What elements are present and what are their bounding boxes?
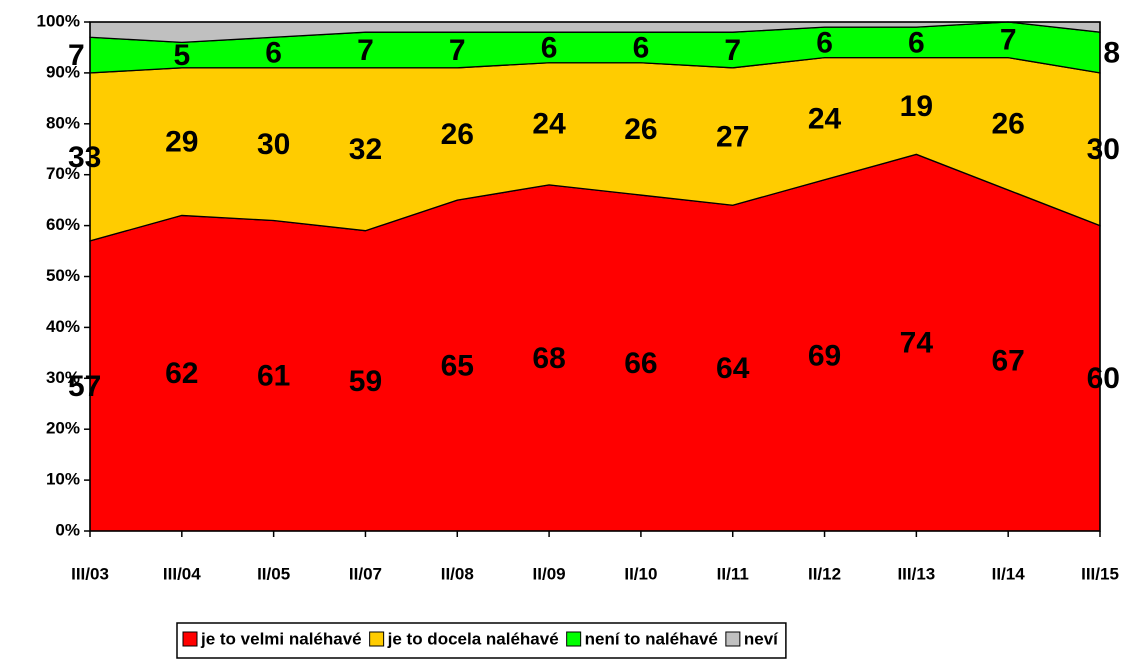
legend-label: je to docela naléhavé: [387, 629, 559, 648]
data-label: 24: [532, 108, 566, 141]
data-label: 24: [808, 103, 842, 136]
data-label: 32: [349, 133, 382, 166]
data-label: 65: [441, 349, 474, 382]
x-tick-label: III/15: [1081, 564, 1119, 583]
legend-label: není to naléhavé: [585, 629, 718, 648]
x-tick-label: III/04: [163, 564, 201, 583]
data-label: 6: [633, 31, 650, 64]
data-label: 26: [991, 108, 1024, 141]
data-label: 57: [68, 370, 101, 403]
data-label: 59: [349, 365, 382, 398]
x-tick-label: II/10: [624, 564, 657, 583]
legend-label: je to velmi naléhavé: [200, 629, 362, 648]
data-label: 66: [624, 347, 657, 380]
data-label: 60: [1087, 362, 1120, 395]
data-label: 30: [257, 128, 290, 161]
x-tick-label: II/12: [808, 564, 841, 583]
data-label: 67: [991, 344, 1024, 377]
legend-swatch: [369, 631, 385, 647]
data-label: 19: [900, 90, 933, 123]
data-label: 68: [532, 342, 565, 375]
y-tick-label: 30%: [46, 368, 80, 387]
data-label: 6: [265, 36, 282, 69]
x-tick-label: III/03: [71, 564, 109, 583]
x-tick-label: II/14: [992, 564, 1026, 583]
data-label: 6: [816, 26, 833, 59]
y-tick-label: 80%: [46, 113, 80, 132]
data-label: 7: [357, 34, 374, 67]
data-label: 7: [68, 39, 85, 72]
x-tick-label: III/13: [897, 564, 935, 583]
data-label: 7: [1000, 24, 1017, 57]
legend-swatch: [725, 631, 741, 647]
y-tick-label: 100%: [37, 11, 80, 30]
y-tick-label: 20%: [46, 419, 80, 438]
x-tick-label: II/07: [349, 564, 382, 583]
data-label: 61: [257, 360, 290, 393]
data-label: 29: [165, 126, 198, 159]
data-label: 74: [900, 327, 934, 360]
data-label: 30: [1087, 133, 1120, 166]
x-tick-label: II/08: [441, 564, 474, 583]
data-label: 69: [808, 339, 841, 372]
legend-swatch: [566, 631, 582, 647]
data-label: 6: [908, 26, 925, 59]
data-label: 7: [724, 34, 741, 67]
y-tick-label: 60%: [46, 215, 80, 234]
legend-swatch: [182, 631, 198, 647]
y-tick-label: 0%: [55, 520, 80, 539]
data-label: 7: [449, 34, 466, 67]
data-label: 27: [716, 120, 749, 153]
y-tick-label: 40%: [46, 317, 80, 336]
y-tick-label: 10%: [46, 470, 80, 489]
y-tick-label: 50%: [46, 266, 80, 285]
data-label: 5: [173, 39, 190, 72]
data-label: 64: [716, 352, 750, 385]
data-label: 33: [68, 141, 101, 174]
data-label: 26: [624, 113, 657, 146]
x-tick-label: II/09: [533, 564, 566, 583]
data-label: 6: [541, 31, 558, 64]
data-label: 62: [165, 357, 198, 390]
x-tick-label: II/11: [717, 564, 749, 583]
legend: [176, 622, 787, 659]
legend-label: neví: [744, 629, 779, 648]
y-tick-label: 70%: [46, 164, 80, 183]
data-label: 8: [1103, 36, 1120, 69]
x-tick-label: II/05: [257, 564, 290, 583]
y-tick-label: 90%: [46, 62, 80, 81]
data-label: 26: [441, 118, 474, 151]
